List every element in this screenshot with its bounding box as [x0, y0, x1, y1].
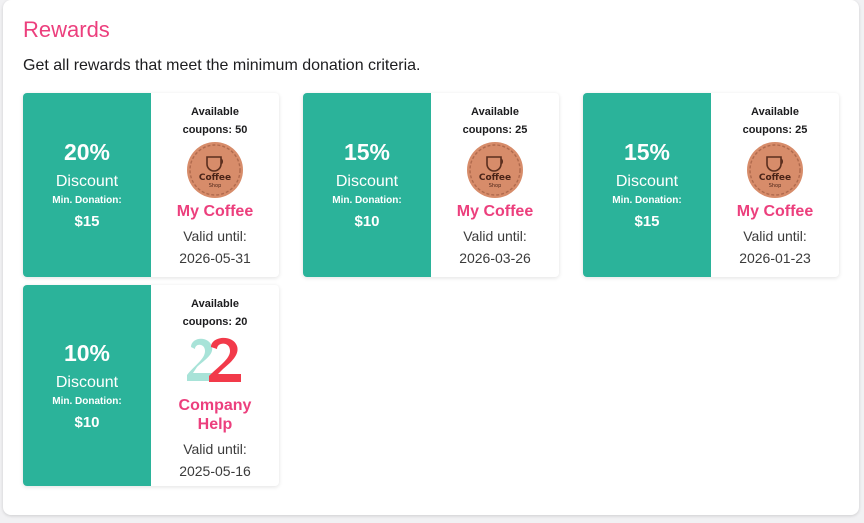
page-title: Rewards [23, 17, 110, 42]
svg-text:Shop: Shop [489, 183, 502, 189]
valid-until-date: 2026-05-31 [179, 250, 251, 266]
min-donation-amount: $10 [74, 413, 100, 431]
min-donation-label: Min. Donation: [612, 195, 682, 206]
discount-label: Discount [55, 373, 119, 391]
reward-card[interactable]: 15% Discount Min. Donation: $15 Availabl… [583, 93, 839, 277]
svg-text:Coffee: Coffee [199, 173, 231, 183]
valid-until-label: Valid until: [463, 228, 527, 244]
discount-panel: 15% Discount Min. Donation: $15 [583, 93, 711, 277]
valid-until-date: 2026-01-23 [739, 250, 811, 266]
reward-card[interactable]: 10% Discount Min. Donation: $10 Availabl… [23, 285, 279, 486]
coffee-shop-logo: Coffee Shop [745, 141, 805, 199]
discount-percent: 20% [63, 139, 111, 165]
discount-panel: 20% Discount Min. Donation: $15 [23, 93, 151, 277]
min-donation-amount: $10 [354, 213, 380, 230]
merchant-name[interactable]: My Coffee [456, 203, 534, 220]
discount-percent: 15% [623, 139, 671, 165]
coffee-shop-logo: Coffee Shop [185, 141, 245, 199]
valid-until-label: Valid until: [743, 228, 807, 244]
available-coupons: Available coupons: 25 [462, 106, 528, 136]
svg-text:Coffee: Coffee [479, 173, 511, 183]
available-coupons: Available coupons: 50 [182, 106, 248, 136]
available-coupons: Available coupons: 25 [742, 106, 808, 136]
min-donation-label: Min. Donation: [332, 195, 402, 206]
discount-label: Discount [55, 173, 119, 190]
svg-text:Shop: Shop [209, 183, 222, 189]
reward-card[interactable]: 15% Discount Min. Donation: $10 Availabl… [303, 93, 559, 277]
merchant-name[interactable]: Company Help [178, 397, 252, 433]
min-donation-amount: $15 [634, 213, 660, 230]
discount-label: Discount [335, 173, 399, 190]
discount-percent: 10% [63, 339, 111, 366]
min-donation-label: Min. Donation: [52, 395, 122, 407]
page-subtitle: Get all rewards that meet the minimum do… [23, 57, 421, 74]
min-donation-label: Min. Donation: [52, 195, 122, 206]
min-donation-amount: $15 [74, 213, 100, 230]
valid-until-date: 2025-05-16 [179, 463, 251, 479]
discount-label: Discount [615, 173, 679, 190]
valid-until-label: Valid until: [183, 228, 247, 244]
discount-panel: 15% Discount Min. Donation: $10 [303, 93, 431, 277]
company-help-logo [185, 333, 245, 391]
merchant-name[interactable]: My Coffee [736, 203, 814, 220]
reward-details: Available coupons: 50 Coffee Shop My Cof… [151, 93, 279, 277]
reward-details: Available coupons: 20 Company Help Valid… [151, 285, 279, 486]
merchant-name[interactable]: My Coffee [176, 203, 254, 220]
valid-until-label: Valid until: [183, 441, 247, 457]
discount-percent: 15% [343, 139, 391, 165]
reward-details: Available coupons: 25 Coffee Shop My Cof… [711, 93, 839, 277]
reward-details: Available coupons: 25 Coffee Shop My Cof… [431, 93, 559, 277]
coffee-shop-logo: Coffee Shop [465, 141, 525, 199]
svg-text:Coffee: Coffee [759, 173, 791, 183]
valid-until-date: 2026-03-26 [459, 250, 531, 266]
available-coupons: Available coupons: 20 [182, 298, 248, 328]
reward-card[interactable]: 20% Discount Min. Donation: $15 Availabl… [23, 93, 279, 277]
svg-text:Shop: Shop [769, 183, 782, 189]
discount-panel: 10% Discount Min. Donation: $10 [23, 285, 151, 486]
rewards-panel: Rewards Get all rewards that meet the mi… [3, 0, 859, 515]
